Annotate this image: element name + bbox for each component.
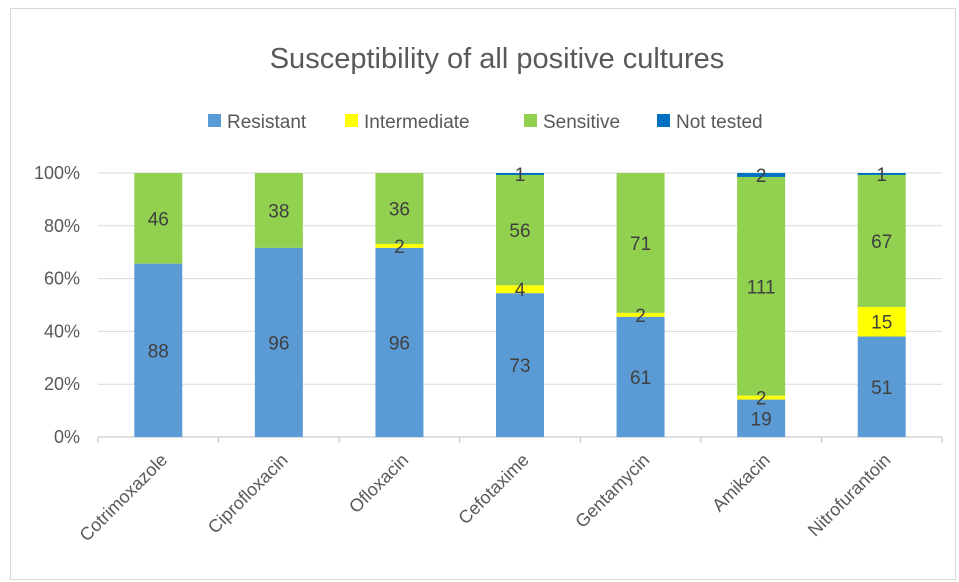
bar-segment-3-1 xyxy=(496,285,544,294)
bar-segment-6-3 xyxy=(857,173,906,175)
data-label-4-1: 2 xyxy=(635,306,646,327)
bar-segment-5-2 xyxy=(737,176,786,396)
data-label-2-1: 2 xyxy=(394,237,405,258)
data-label-1-0: 96 xyxy=(268,333,289,354)
data-label-5-2: 111 xyxy=(747,277,776,298)
y-tick-label-0: 0% xyxy=(54,427,80,447)
bar-segment-6-0 xyxy=(857,336,906,437)
data-label-5-3: 2 xyxy=(756,166,767,187)
bar-segment-4-0 xyxy=(616,316,665,437)
y-tick-label-4: 80% xyxy=(44,216,80,236)
bars xyxy=(134,173,906,437)
y-tick-label-3: 60% xyxy=(44,269,80,289)
bar-segment-6-1 xyxy=(857,306,906,337)
data-label-3-2: 56 xyxy=(509,221,530,242)
data-label-6-1: 15 xyxy=(871,313,892,334)
bar-segment-3-2 xyxy=(496,174,544,286)
data-label-3-3: 1 xyxy=(515,165,526,186)
data-label-2-2: 36 xyxy=(389,199,410,220)
bar-segment-3-3 xyxy=(496,173,544,175)
bar-segment-2-2 xyxy=(375,173,424,244)
bar-segment-5-1 xyxy=(737,395,786,400)
data-label-2-0: 96 xyxy=(389,333,410,354)
legend-label-0: Resistant xyxy=(227,112,307,133)
bar-segment-5-0 xyxy=(737,399,786,437)
bar-segment-2-1 xyxy=(375,243,424,248)
legend-swatch-3 xyxy=(657,114,670,127)
data-label-5-0: 19 xyxy=(751,409,772,430)
y-tick-label-5: 100% xyxy=(34,163,80,183)
bar-segment-5-3 xyxy=(737,173,786,177)
data-label-6-0: 51 xyxy=(871,378,892,399)
data-label-3-0: 73 xyxy=(509,356,530,377)
bar-segment-4-2 xyxy=(616,173,665,313)
bar-segment-4-1 xyxy=(616,312,665,317)
data-label-0-2: 46 xyxy=(148,209,169,230)
bar-segment-3-0 xyxy=(496,293,544,437)
x-tick-label-4: Gentamycin xyxy=(571,450,653,532)
data-label-6-3: 1 xyxy=(876,165,887,186)
x-axis: Cotrimoxazole Ciprofloxacin Ofloxacin Cefot… xyxy=(76,437,943,545)
legend-swatch-1 xyxy=(345,114,358,127)
bar-segment-6-2 xyxy=(857,174,906,307)
bar-segment-1-0 xyxy=(254,247,303,437)
legend-label-2: Sensitive xyxy=(543,112,620,133)
legend-swatch-0 xyxy=(208,114,221,127)
bar-segment-2-0 xyxy=(375,247,424,437)
bar-segment-0-2 xyxy=(134,173,183,264)
bar-segment-0-0 xyxy=(134,263,183,437)
y-tick-label-2: 40% xyxy=(44,321,80,341)
x-tick-label-2: Ofloxacin xyxy=(345,450,412,517)
data-label-3-1: 4 xyxy=(515,280,526,301)
data-label-1-2: 38 xyxy=(268,201,289,222)
x-tick-label-6: Nitrofurantoin xyxy=(804,450,895,541)
legend-swatch-2 xyxy=(524,114,537,127)
x-tick-label-5: Amikacin xyxy=(708,450,774,516)
legend-label-1: Intermediate xyxy=(364,112,470,133)
bar-segment-1-2 xyxy=(254,173,303,248)
x-tick-label-3: Cefotaxime xyxy=(454,450,533,529)
data-label-0-0: 88 xyxy=(148,341,169,362)
data-label-4-2: 71 xyxy=(630,234,651,255)
data-label-6-2: 67 xyxy=(871,232,892,253)
legend-label-3: Not tested xyxy=(676,112,763,133)
x-tick-label-0: Cotrimoxazole xyxy=(76,450,171,545)
legend: Resistant Intermediate Sensitive Not tested xyxy=(208,112,763,133)
data-label-4-0: 61 xyxy=(630,368,651,389)
x-tick-label-1: Ciprofloxacin xyxy=(204,450,292,538)
y-tick-label-1: 20% xyxy=(44,374,80,394)
data-label-5-1: 2 xyxy=(756,389,767,410)
chart-title: Susceptibility of all positive cultures xyxy=(270,43,725,75)
y-axis: 0% 20% 40% 60% 80% 100% xyxy=(34,163,80,447)
